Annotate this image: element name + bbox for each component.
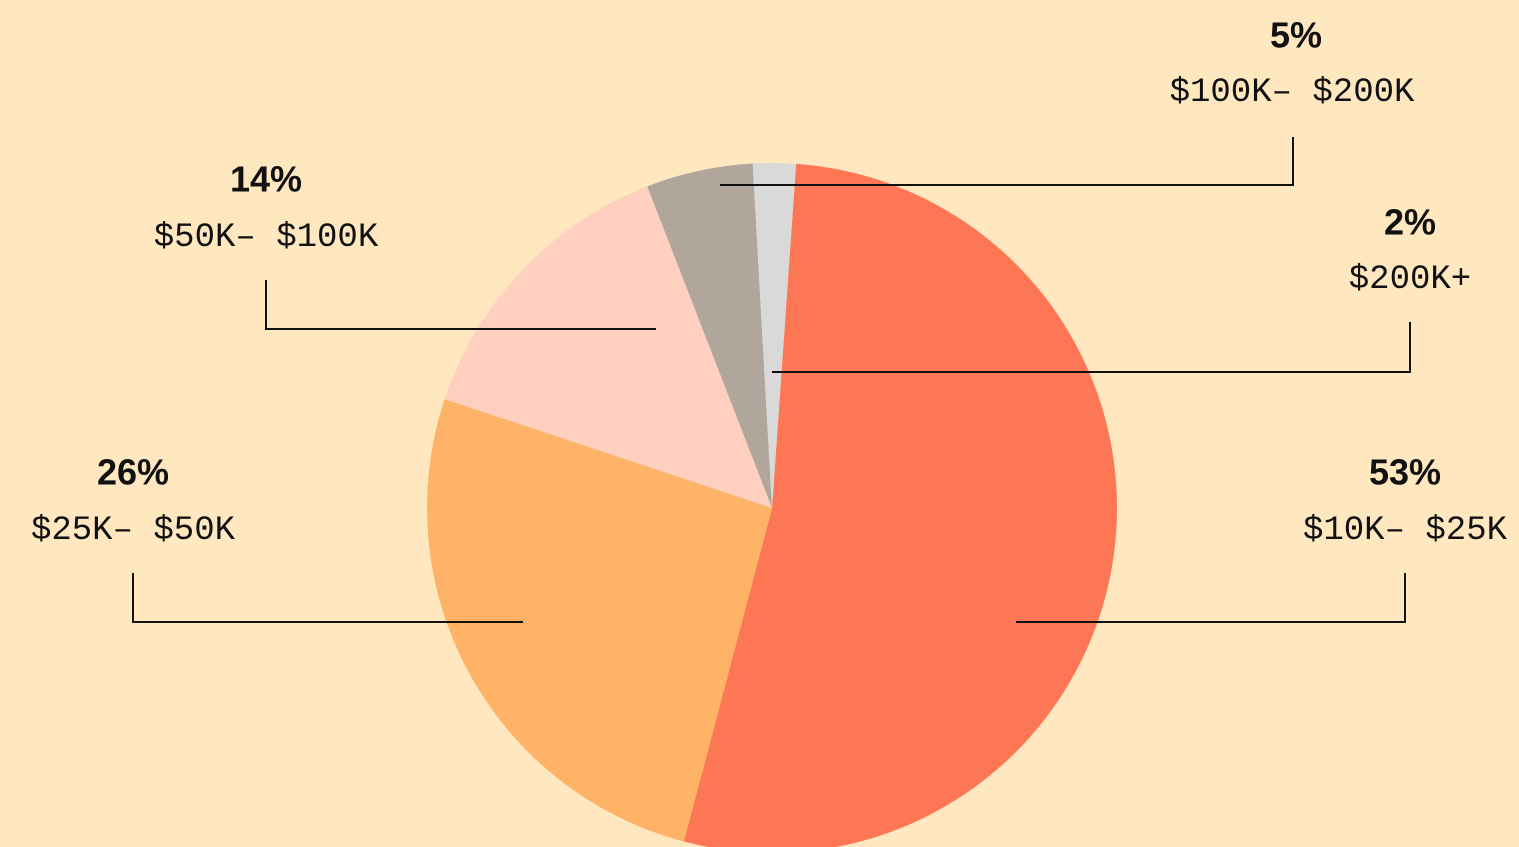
value-label: 5% bbox=[1270, 15, 1322, 56]
value-label: 14% bbox=[230, 159, 302, 200]
labels: 53% $10K– $25K 26% $25K– $50K 14% $50K– $100K… bbox=[31, 15, 1508, 623]
leader-line bbox=[720, 137, 1294, 186]
category-label: $50K– $100K bbox=[154, 219, 379, 257]
leader-line bbox=[132, 573, 523, 623]
value-label: 53% bbox=[1369, 452, 1441, 493]
leader-line bbox=[772, 322, 1411, 373]
category-label: $200K+ bbox=[1349, 261, 1471, 299]
pie bbox=[427, 163, 1117, 847]
value-label: 26% bbox=[97, 452, 169, 493]
leader-line bbox=[1016, 573, 1406, 623]
pie-slice bbox=[444, 186, 772, 509]
pie-slice bbox=[427, 399, 772, 842]
pie-slice bbox=[752, 163, 797, 509]
pie-slice bbox=[647, 163, 772, 508]
category-label: $25K– $50K bbox=[31, 512, 236, 550]
pie-slice bbox=[683, 163, 1117, 847]
category-label: $100K– $200K bbox=[1170, 74, 1415, 112]
category-label: $10K– $25K bbox=[1303, 512, 1508, 550]
leader-line bbox=[265, 280, 656, 330]
value-label: 2% bbox=[1384, 202, 1436, 243]
